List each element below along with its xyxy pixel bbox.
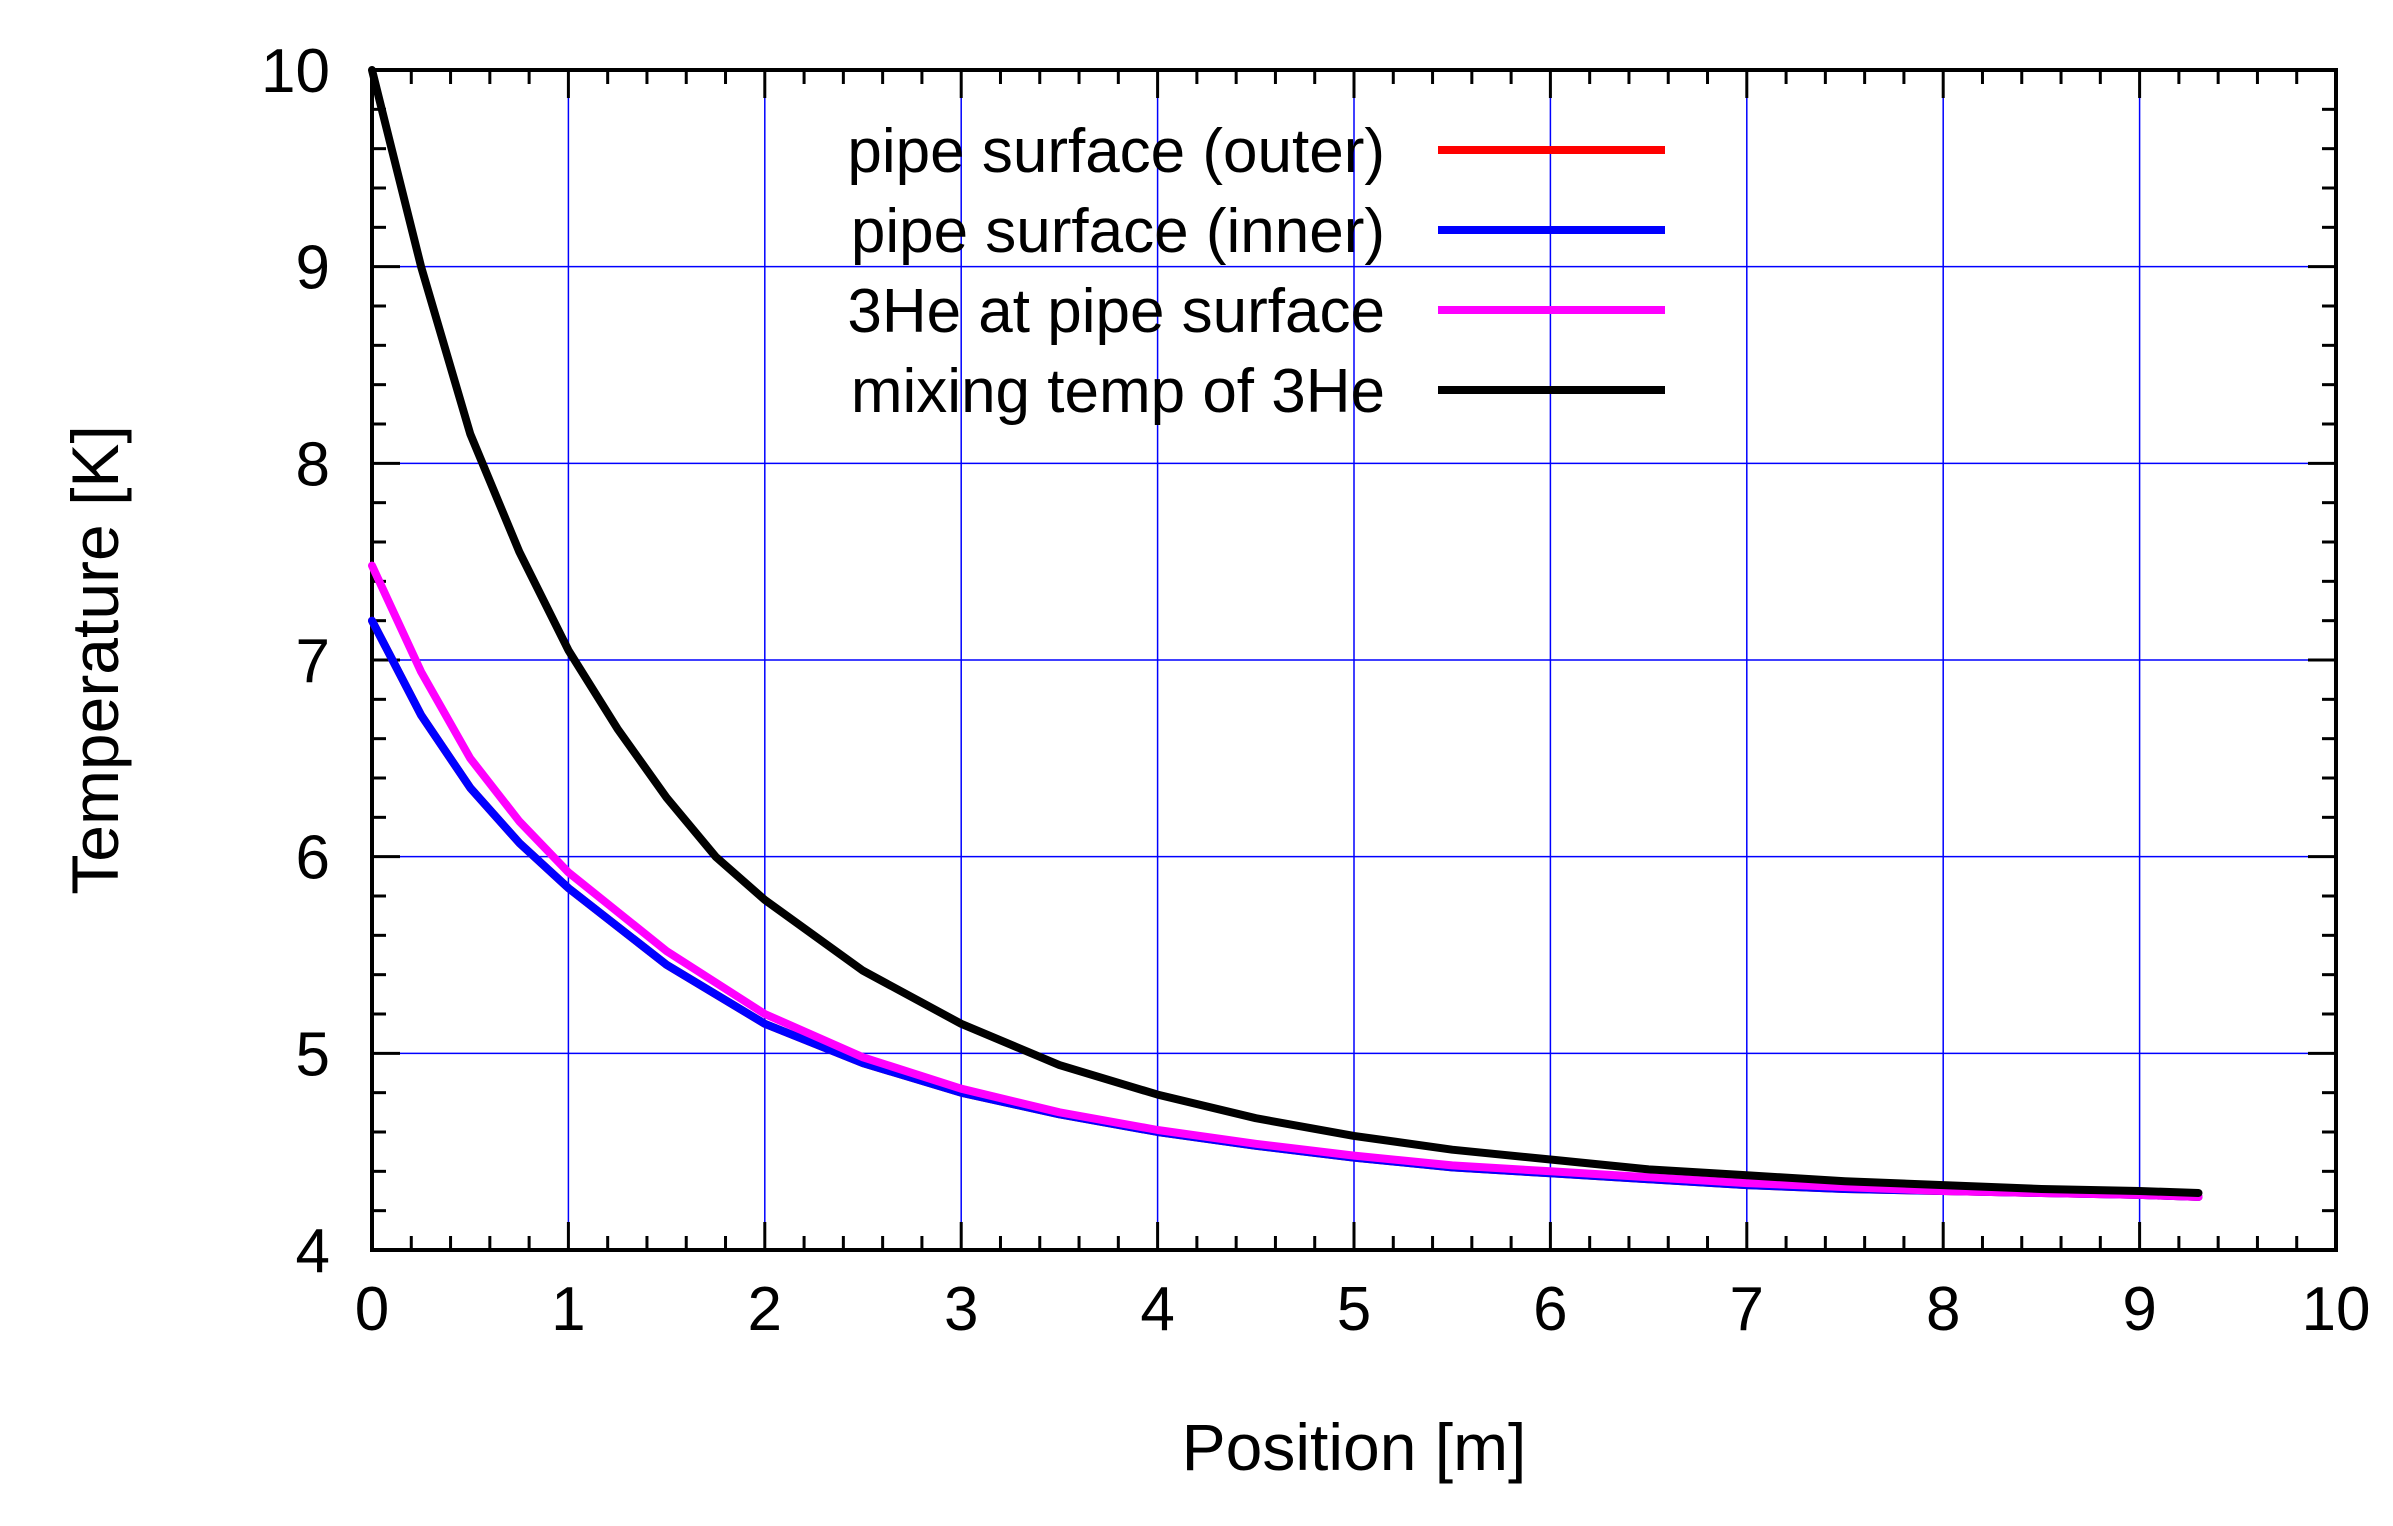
grid-lines <box>372 70 2336 1250</box>
x-tick-label: 8 <box>1926 1275 1960 1344</box>
y-axis-label: Temperature [K] <box>58 425 132 895</box>
x-tick-label: 4 <box>1140 1275 1174 1344</box>
x-tick-label: 6 <box>1533 1275 1567 1344</box>
y-tick-label: 8 <box>296 430 330 499</box>
x-tick-label: 1 <box>551 1275 585 1344</box>
y-tick-label: 10 <box>261 37 330 106</box>
y-tick-label: 5 <box>296 1020 330 1089</box>
x-tick-label: 3 <box>944 1275 978 1344</box>
legend: pipe surface (outer) pipe surface (inner)… <box>847 117 1665 426</box>
x-tick-label: 10 <box>2302 1275 2371 1344</box>
x-tick-label: 0 <box>355 1275 389 1344</box>
x-tick-label: 2 <box>748 1275 782 1344</box>
series-line-3he-at-pipe-surface <box>368 561 2203 1201</box>
x-axis-label: Position [m] <box>1182 1410 1527 1484</box>
legend-label: pipe surface (inner) <box>851 197 1385 266</box>
legend-label: mixing temp of 3He <box>851 357 1385 426</box>
tick-labels: 0 1 2 3 4 5 6 7 8 9 10 4 5 6 7 8 9 10 <box>261 37 2370 1344</box>
series-line-mixing-temp-of-3he <box>368 66 2203 1197</box>
x-tick-label: 5 <box>1337 1275 1371 1344</box>
x-tick-label: 9 <box>2122 1275 2156 1344</box>
legend-label: pipe surface (outer) <box>847 117 1385 186</box>
legend-label: 3He at pipe surface <box>847 277 1385 346</box>
y-tick-label: 6 <box>296 824 330 893</box>
y-tick-label: 7 <box>296 627 330 696</box>
series-lines <box>368 66 2203 1201</box>
plot-frame <box>370 68 2338 1252</box>
x-tick-label: 7 <box>1730 1275 1764 1344</box>
y-tick-label: 9 <box>296 234 330 303</box>
y-tick-label: 4 <box>296 1217 330 1286</box>
